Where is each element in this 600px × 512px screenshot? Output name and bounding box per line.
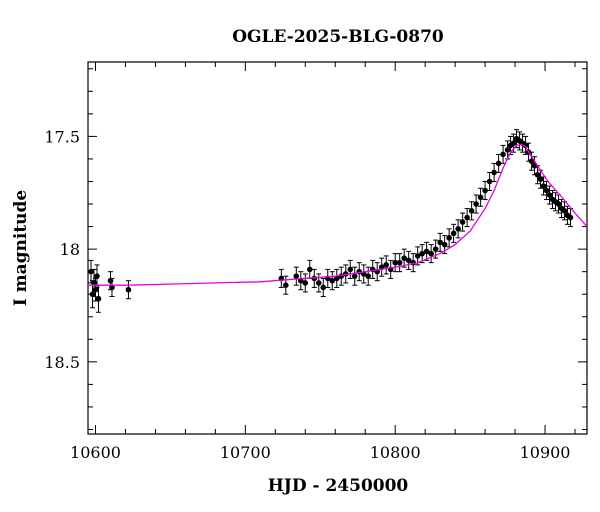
- model-curve: [88, 143, 587, 286]
- data-point: [450, 230, 457, 237]
- data-point: [329, 277, 336, 284]
- data-point: [392, 259, 398, 266]
- data-point: [302, 280, 309, 286]
- data-point: [306, 266, 313, 273]
- plot-area: 10600 10700 10800 10900 17.5 18 18.5: [44, 61, 588, 462]
- y-tick-label: 18: [60, 240, 80, 259]
- data-point: [540, 183, 547, 189]
- data-point: [482, 187, 488, 194]
- data-point: [546, 192, 553, 198]
- data-point: [405, 257, 412, 264]
- x-tick-label: 10800: [370, 443, 421, 462]
- x-tick-label: 10700: [220, 443, 271, 462]
- data-point: [109, 284, 115, 291]
- data-point: [537, 176, 544, 183]
- data-point: [396, 259, 403, 266]
- data-point: [88, 268, 94, 275]
- data-point: [464, 214, 470, 221]
- data-point: [365, 273, 372, 279]
- data-point: [283, 282, 289, 289]
- data-point: [446, 235, 452, 241]
- data-point: [491, 169, 497, 176]
- data-point: [347, 266, 354, 273]
- data-point: [473, 201, 479, 207]
- data-point: [486, 178, 493, 185]
- data-point: [414, 253, 421, 259]
- data-point: [500, 151, 506, 158]
- x-tick-label: 10900: [520, 443, 571, 462]
- x-axis-label: HJD - 2450000: [268, 476, 409, 496]
- data-point: [383, 262, 390, 268]
- data-point: [315, 280, 322, 286]
- data-point: [555, 201, 562, 207]
- data-point: [522, 142, 529, 149]
- y-tick-label: 18.5: [44, 353, 80, 372]
- y-axis-label: I magnitude: [11, 190, 31, 307]
- data-point: [561, 208, 568, 214]
- data-point: [495, 160, 502, 167]
- data-point: [94, 273, 100, 279]
- data-point: [468, 208, 475, 214]
- data-point: [510, 140, 517, 146]
- data-point: [351, 273, 358, 279]
- data-point: [504, 147, 511, 153]
- data-point: [432, 246, 439, 252]
- data-point: [441, 241, 448, 248]
- data-point: [477, 194, 484, 201]
- data-point: [534, 171, 541, 178]
- data-point: [401, 255, 407, 261]
- data-point: [455, 226, 461, 232]
- data-point: [95, 295, 102, 302]
- data-point: [92, 286, 99, 293]
- data-point: [543, 187, 550, 194]
- data-point: [428, 250, 434, 257]
- data-point: [567, 214, 574, 221]
- data-point: [423, 248, 430, 255]
- x-tick-label: 10600: [70, 443, 121, 462]
- data-point: [459, 219, 466, 225]
- data-point: [333, 275, 340, 282]
- chart-title: OGLE-2025-BLG-0870: [232, 27, 444, 47]
- data-point: [293, 273, 300, 279]
- plot-frame: [87, 61, 588, 435]
- data-point: [437, 239, 443, 246]
- y-tick-label: 17.5: [44, 127, 80, 146]
- data-point: [320, 284, 327, 291]
- data-point: [419, 250, 425, 257]
- data-point: [125, 286, 132, 293]
